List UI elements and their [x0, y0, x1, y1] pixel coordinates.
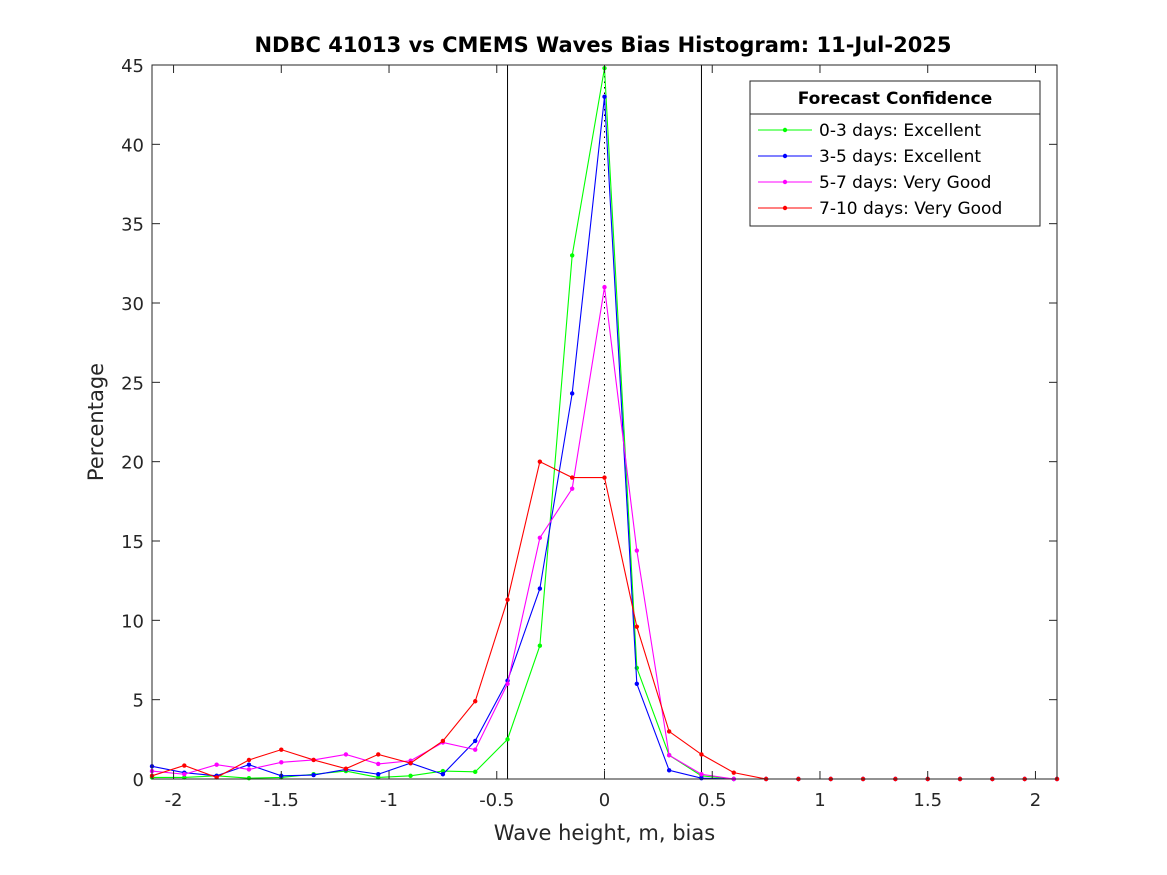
legend-item: 0-3 days: Excellent — [758, 121, 981, 141]
legend: Forecast Confidence 0-3 days: Excellent 3-… — [749, 80, 1041, 227]
legend-title: Forecast Confidence — [798, 89, 993, 109]
y-tick-label: 25 — [121, 373, 144, 394]
legend-marker — [782, 205, 788, 211]
data-point — [246, 762, 252, 767]
data-point — [440, 772, 446, 777]
data-point — [440, 738, 446, 744]
legend-label: 3-5 days: Excellent — [819, 147, 981, 167]
data-point — [537, 586, 543, 591]
data-point — [699, 752, 704, 757]
data-point — [731, 770, 736, 775]
data-point — [666, 729, 672, 734]
data-point — [440, 768, 446, 774]
legend-item: 3-5 days: Excellent — [758, 147, 981, 167]
y-tick-label: 20 — [121, 453, 144, 474]
data-point — [376, 752, 381, 757]
y-tick-label: 15 — [121, 532, 144, 553]
y-tick-label: 45 — [121, 56, 144, 77]
data-point — [246, 776, 252, 781]
data-point — [634, 681, 640, 686]
legend-item: 7-10 days: Very Good — [758, 199, 1002, 219]
data-point — [473, 699, 478, 704]
data-point — [666, 753, 672, 758]
data-point — [634, 624, 640, 629]
y-tick-label: 30 — [121, 294, 144, 315]
x-tick-label: 1.5 — [913, 790, 942, 811]
data-point — [343, 752, 349, 757]
data-point — [634, 548, 640, 553]
x-tick-label: 0.5 — [698, 790, 727, 811]
data-point — [214, 762, 219, 767]
data-point — [473, 747, 478, 752]
data-point — [311, 772, 316, 778]
data-point — [246, 767, 252, 772]
y-tick-label: 35 — [121, 215, 144, 236]
data-point — [602, 284, 607, 290]
x-axis-label: Wave height, m, bias — [494, 821, 715, 845]
x-tick-label: -0.5 — [479, 790, 514, 811]
data-point — [182, 763, 187, 768]
data-point — [343, 766, 349, 771]
data-point — [569, 391, 575, 396]
y-axis-label: Percentage — [84, 363, 108, 481]
data-point — [473, 769, 478, 775]
data-point — [473, 738, 478, 744]
y-tick-label: 5 — [133, 691, 144, 712]
legend-label: 5-7 days: Very Good — [819, 173, 991, 193]
legend-label: 0-3 days: Excellent — [819, 121, 981, 141]
y-tick-label: 10 — [121, 611, 144, 632]
data-point — [505, 681, 510, 686]
data-point — [279, 760, 284, 765]
data-point — [408, 773, 413, 779]
data-point — [699, 776, 704, 781]
x-tick-label: 1 — [814, 790, 825, 811]
data-point — [376, 761, 381, 767]
chart-title: NDBC 41013 vs CMEMS Waves Bias Histogram… — [254, 33, 951, 57]
data-point — [602, 475, 607, 480]
data-point — [666, 768, 672, 773]
data-point — [634, 665, 640, 671]
data-point — [408, 760, 413, 766]
legend-label: 7-10 days: Very Good — [819, 199, 1002, 219]
data-point — [505, 737, 510, 742]
data-point — [602, 94, 607, 99]
x-tick-label: -2 — [165, 790, 183, 811]
x-tick-label: -1 — [380, 790, 398, 811]
x-tick-label: -1.5 — [264, 790, 299, 811]
legend-item: 5-7 days: Very Good — [758, 173, 991, 193]
data-point — [569, 486, 575, 491]
legend-marker — [782, 153, 788, 159]
data-point — [537, 459, 543, 464]
data-point — [569, 253, 575, 258]
data-point — [311, 757, 316, 763]
x-tick-label: 0 — [599, 790, 610, 811]
legend-box — [749, 80, 1041, 227]
data-point — [246, 757, 252, 763]
legend-marker — [782, 127, 788, 133]
data-point — [279, 747, 284, 752]
data-point — [537, 643, 543, 648]
data-point — [182, 772, 187, 777]
data-point — [505, 597, 510, 602]
reference-lines — [507, 65, 702, 779]
data-point — [376, 772, 381, 777]
x-tick-label: 2 — [1030, 790, 1041, 811]
y-tick-label: 0 — [133, 770, 144, 791]
legend-marker — [782, 179, 788, 185]
data-point — [699, 772, 704, 777]
data-point — [537, 535, 543, 541]
y-tick-label: 40 — [121, 135, 144, 156]
data-point — [569, 475, 575, 480]
